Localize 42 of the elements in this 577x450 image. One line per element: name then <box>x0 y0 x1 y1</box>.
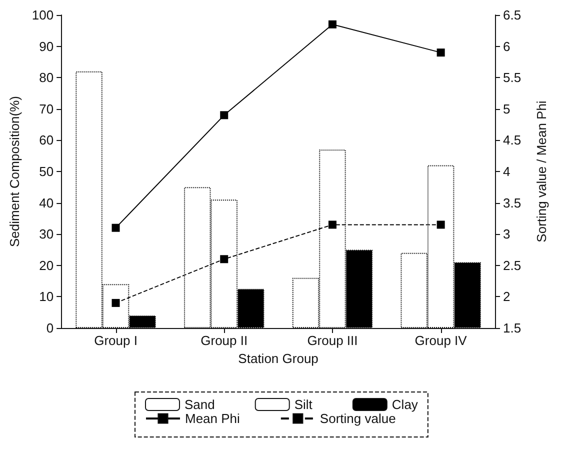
point <box>328 220 336 229</box>
legend-label: Sorting value <box>320 411 396 426</box>
y-tick-label: 10 <box>39 289 54 304</box>
y-tick-label: 100 <box>32 8 54 22</box>
x-axis-title: Station Group <box>238 351 318 366</box>
x-tick-label: Group II <box>200 333 248 348</box>
y2-tick-label: 4 <box>503 164 510 179</box>
y-tick-label: 70 <box>39 101 54 116</box>
x-tick-label: Group I <box>94 333 138 348</box>
y2-tick-label: 4.5 <box>503 132 522 148</box>
y2-tick-label: 3.5 <box>503 195 522 210</box>
point <box>328 20 336 28</box>
y-tick-label: 60 <box>39 132 54 148</box>
y2-tick-label: 3 <box>503 226 510 242</box>
point <box>220 255 228 264</box>
legend-label: Sand <box>184 397 215 412</box>
legend-label: Mean Phi <box>185 411 240 426</box>
y2-tick-label: 5 <box>503 101 510 116</box>
y-tick-label: 20 <box>39 258 54 273</box>
point <box>112 224 120 232</box>
y-tick-label: 80 <box>39 70 54 86</box>
y-tick-label: 90 <box>39 38 54 54</box>
y-axis-title: Sediment Composition(%) <box>7 96 22 248</box>
y-tick-label: 50 <box>39 164 54 179</box>
y2-tick-label: 6.5 <box>503 8 522 22</box>
y2-tick-label: 2 <box>503 289 510 304</box>
point <box>436 220 445 229</box>
point <box>112 298 120 307</box>
point <box>436 48 445 57</box>
legend-label: Silt <box>294 397 313 412</box>
x-tick-label: Group III <box>307 333 358 348</box>
x-tick-label: Group IV <box>414 333 468 348</box>
y2-tick-label: 5.5 <box>503 70 522 86</box>
y-tick-label: 40 <box>39 195 54 210</box>
y2-axis-title: Sorting value / Mean Phi <box>534 100 549 242</box>
legend-label: Clay <box>392 397 418 412</box>
y-tick-label: 30 <box>39 226 54 242</box>
y2-tick-label: 2.5 <box>503 258 522 273</box>
y2-tick-label: 6 <box>503 38 510 54</box>
point <box>220 111 228 120</box>
y2-tick-label: 1.5 <box>503 320 522 336</box>
y-tick-label: 0 <box>46 320 54 336</box>
